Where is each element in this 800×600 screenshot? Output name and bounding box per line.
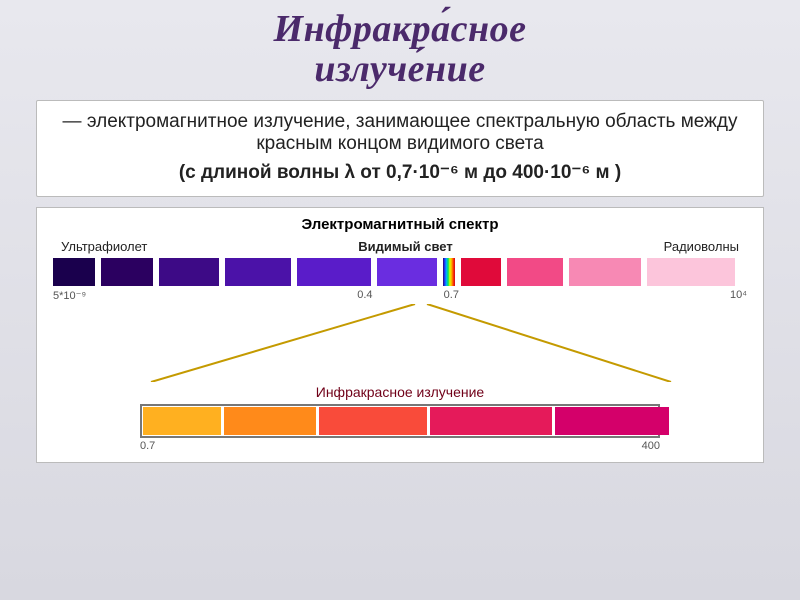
ir-segment xyxy=(143,407,221,435)
ir-segment xyxy=(430,407,552,435)
zoom-triangle xyxy=(51,304,749,382)
label-visible: Видимый свет xyxy=(358,239,452,254)
description-text: — электромагнитное излучение, занимающее… xyxy=(53,111,747,155)
wavelength-text: (с длиной волны λ от 0,7·10⁻⁶ м до 400·1… xyxy=(53,161,747,184)
ir-segment xyxy=(319,407,427,435)
spectrum-segment xyxy=(159,258,219,286)
spectrum-segment xyxy=(225,258,291,286)
spectrum-segment xyxy=(647,258,735,286)
ir-axis-right: 400 xyxy=(642,440,660,452)
spectrum-segment xyxy=(461,258,501,286)
band-labels: Ультрафиолет Видимый свет Радиоволны xyxy=(61,239,739,254)
spectrum-segment xyxy=(569,258,641,286)
spectrum-segment xyxy=(377,258,437,286)
spectrum-segment xyxy=(101,258,153,286)
spectrum-segment xyxy=(507,258,563,286)
spectrum-segment xyxy=(53,258,95,286)
axis-right: 10⁴ xyxy=(730,289,747,302)
ir-axis: 0.7 400 xyxy=(140,440,660,452)
ir-label: Инфракрасное излучение xyxy=(51,384,749,400)
spectrum-chart: Электромагнитный спектр Ультрафиолет Вид… xyxy=(36,207,764,463)
ir-segment xyxy=(224,407,316,435)
ir-axis-left: 0.7 xyxy=(140,440,155,452)
wl-prefix: (с длиной волны λ от 0,7 xyxy=(179,162,413,183)
ir-segment xyxy=(555,407,669,435)
wl-exp2: ·10⁻⁶ xyxy=(544,162,590,183)
title-line-1: Инфракра́сное xyxy=(0,10,800,50)
slide-title: Инфракра́сное излуче́ние xyxy=(0,0,800,94)
axis-mid1: 0.4 xyxy=(357,289,372,302)
wl-exp1: ·10⁻⁶ xyxy=(412,162,458,183)
wl-suffix: м ) xyxy=(596,162,622,183)
label-radio: Радиоволны xyxy=(664,239,739,254)
axis-mid2: 0.7 xyxy=(444,289,459,302)
axis-left: 5*10⁻⁹ xyxy=(53,289,86,302)
ir-bar xyxy=(140,404,660,438)
wl-mid: м до 400 xyxy=(464,162,544,183)
spectrum-axis: 5*10⁻⁹ 0.4 0.7 10⁴ xyxy=(53,289,747,302)
spectrum-bar xyxy=(53,258,747,286)
title-line-2: излуче́ние xyxy=(0,50,800,90)
spectrum-segment xyxy=(443,258,455,286)
spectrum-segment xyxy=(297,258,371,286)
description-box: — электромагнитное излучение, занимающее… xyxy=(36,100,764,197)
chart-title: Электромагнитный спектр xyxy=(51,216,749,233)
ir-bar-wrap: 0.7 400 xyxy=(140,404,660,452)
label-uv: Ультрафиолет xyxy=(61,239,147,254)
